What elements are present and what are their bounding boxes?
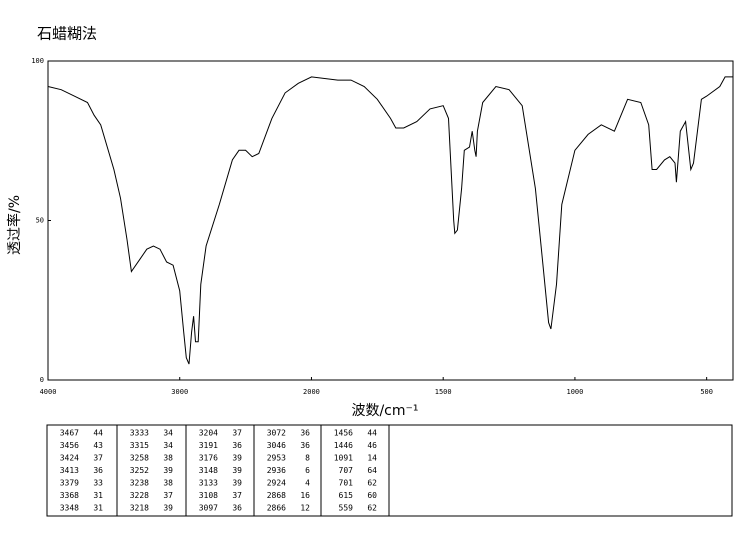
table-cell: 3204 <box>199 429 218 438</box>
table-cell: 62 <box>367 479 377 488</box>
table-cell: 6 <box>305 466 310 475</box>
x-tick-label: 1000 <box>566 388 583 396</box>
table-cell: 2866 <box>267 504 286 513</box>
table-cell: 2868 <box>267 491 286 500</box>
table-cell: 3238 <box>130 479 149 488</box>
table-cell: 3348 <box>60 504 79 513</box>
table-cell: 33 <box>93 479 103 488</box>
table-cell: 31 <box>93 504 103 513</box>
plot-frame <box>47 60 734 381</box>
table-cell: 3456 <box>60 441 79 450</box>
table-cell: 3252 <box>130 466 149 475</box>
table-cell: 3228 <box>130 491 149 500</box>
table-cell: 3424 <box>60 454 79 463</box>
table-cell: 3046 <box>267 441 286 450</box>
table-cell: 39 <box>232 466 242 475</box>
table-cell: 43 <box>93 441 103 450</box>
x-tick-label: 4000 <box>40 388 57 396</box>
table-cell: 16 <box>300 491 310 500</box>
table-cell: 12 <box>300 504 310 513</box>
table-cell: 46 <box>367 441 377 450</box>
table-cell: 3368 <box>60 491 79 500</box>
table-cell: 3176 <box>199 454 218 463</box>
table-cell: 3467 <box>60 429 79 438</box>
table-cell: 39 <box>232 479 242 488</box>
table-cell: 64 <box>367 466 377 475</box>
table-cell: 36 <box>300 429 310 438</box>
table-cell: 38 <box>163 454 173 463</box>
table-cell: 3218 <box>130 504 149 513</box>
table-cell: 1456 <box>334 429 353 438</box>
table-cell: 559 <box>339 504 354 513</box>
y-tick-label: 0 <box>40 376 44 384</box>
spectrum-line <box>47 76 733 365</box>
table-cell: 707 <box>339 466 354 475</box>
table-cell: 39 <box>163 504 173 513</box>
table-cell: 34 <box>163 441 173 450</box>
table-cell: 36 <box>93 466 103 475</box>
x-tick-label: 1500 <box>435 388 452 396</box>
x-tick-label: 3000 <box>171 388 188 396</box>
table-cell: 2936 <box>267 466 286 475</box>
table-cell: 3379 <box>60 479 79 488</box>
y-tick-label: 50 <box>36 217 44 225</box>
table-cell: 3258 <box>130 454 149 463</box>
x-tick-label: 2000 <box>303 388 320 396</box>
table-cell: 37 <box>93 454 103 463</box>
table-cell: 4 <box>305 479 310 488</box>
table-cell: 1446 <box>334 441 353 450</box>
table-cell: 60 <box>367 491 377 500</box>
table-cell: 34 <box>163 429 173 438</box>
table-cell: 36 <box>300 441 310 450</box>
table-cell: 44 <box>367 429 377 438</box>
table-cell: 3333 <box>130 429 149 438</box>
x-tick-label: 500 <box>700 388 713 396</box>
y-tick-label: 100 <box>31 57 44 65</box>
table-cell: 39 <box>232 454 242 463</box>
table-cell: 8 <box>305 454 310 463</box>
table-cell: 14 <box>367 454 377 463</box>
table-cell: 62 <box>367 504 377 513</box>
table-cell: 38 <box>163 479 173 488</box>
table-cell: 701 <box>339 479 354 488</box>
table-cell: 36 <box>232 504 242 513</box>
table-cell: 615 <box>339 491 354 500</box>
table-cell: 3315 <box>130 441 149 450</box>
table-cell: 36 <box>232 441 242 450</box>
table-cell: 3108 <box>199 491 218 500</box>
table-cell: 3133 <box>199 479 218 488</box>
table-cell: 39 <box>163 466 173 475</box>
table-cell: 37 <box>232 491 242 500</box>
table-cell: 37 <box>232 429 242 438</box>
table-cell: 2924 <box>267 479 286 488</box>
table-cell: 3097 <box>199 504 218 513</box>
table-cell: 2953 <box>267 454 286 463</box>
table-cell: 3072 <box>267 429 286 438</box>
table-cell: 44 <box>93 429 103 438</box>
table-cell: 3191 <box>199 441 218 450</box>
table-cell: 37 <box>163 491 173 500</box>
table-cell: 31 <box>93 491 103 500</box>
table-cell: 1091 <box>334 454 353 463</box>
y-axis-label: 透过率/% <box>6 195 23 255</box>
chart-title: 石蜡糊法 <box>37 25 97 43</box>
table-cell: 3413 <box>60 466 79 475</box>
table-cell: 3148 <box>199 466 218 475</box>
x-axis-label: 波数/cm⁻¹ <box>351 403 418 419</box>
